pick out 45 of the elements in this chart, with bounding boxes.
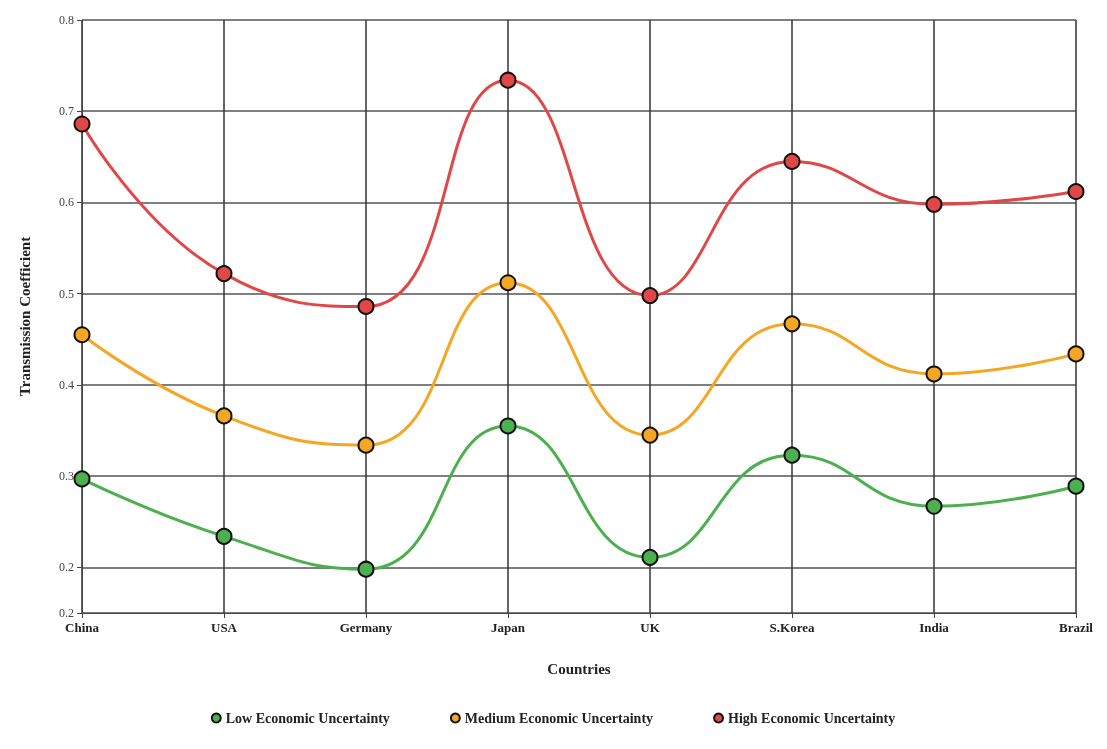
legend-label: Medium Economic Uncertainty bbox=[464, 710, 654, 726]
point bbox=[73, 470, 91, 488]
x-tick-label: UK bbox=[640, 620, 661, 635]
point bbox=[73, 115, 91, 133]
point bbox=[215, 527, 233, 545]
point bbox=[783, 152, 801, 170]
point bbox=[1067, 183, 1085, 201]
point bbox=[215, 265, 233, 283]
point bbox=[499, 71, 517, 89]
x-tick-label: India bbox=[919, 620, 950, 635]
legend-label: Low Economic Uncertainty bbox=[225, 710, 390, 726]
y-tick-label: 0.6 bbox=[59, 195, 74, 210]
point bbox=[73, 326, 91, 344]
y-axis-title: Transmission Coefficient bbox=[16, 236, 33, 397]
y-tick-label: 0.7 bbox=[59, 104, 74, 119]
y-tick-label: 0.2 bbox=[59, 560, 74, 575]
x-tick-label: Brazil bbox=[1059, 620, 1094, 635]
point bbox=[357, 297, 375, 315]
x-tick-label: Germany bbox=[339, 620, 393, 635]
x-tick-label: Japan bbox=[491, 620, 526, 635]
point bbox=[215, 407, 233, 425]
point bbox=[357, 560, 375, 578]
y-tick-label: 0.5 bbox=[59, 286, 74, 301]
x-tick-label: USA bbox=[210, 620, 238, 635]
point bbox=[1067, 477, 1085, 495]
point bbox=[641, 548, 659, 566]
y-tick-label: 0.2 bbox=[59, 606, 74, 620]
point bbox=[499, 417, 517, 435]
point bbox=[641, 426, 659, 444]
point bbox=[1067, 345, 1085, 363]
point bbox=[357, 436, 375, 454]
y-tick-label: 0.3 bbox=[59, 469, 74, 484]
y-tick-label: 0.8 bbox=[59, 13, 74, 27]
point bbox=[925, 365, 943, 383]
point bbox=[925, 195, 943, 213]
x-tick-label: China bbox=[65, 620, 100, 635]
y-tick-label: 0.4 bbox=[59, 377, 74, 392]
x-axis-title: Countries bbox=[547, 660, 611, 677]
x-tick-label: S.Korea bbox=[769, 620, 815, 635]
point bbox=[783, 315, 801, 333]
point bbox=[641, 287, 659, 305]
point bbox=[499, 274, 517, 292]
point bbox=[925, 497, 943, 515]
legend-label: High Economic Uncertainty bbox=[728, 710, 896, 726]
point bbox=[783, 446, 801, 464]
